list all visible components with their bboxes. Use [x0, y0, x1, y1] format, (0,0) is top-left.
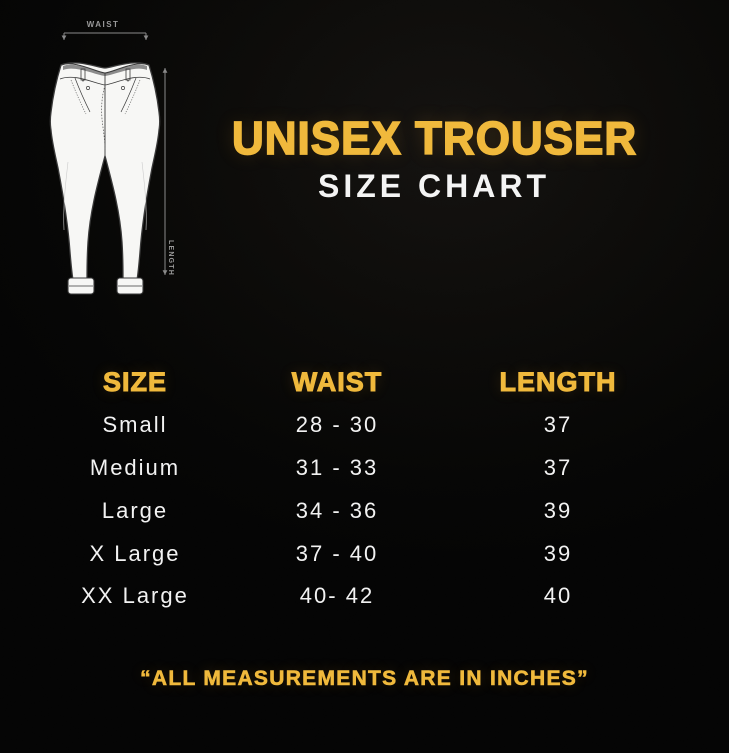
svg-text:WAIST: WAIST — [87, 20, 120, 29]
svg-text:LENGTH: LENGTH — [167, 240, 174, 276]
